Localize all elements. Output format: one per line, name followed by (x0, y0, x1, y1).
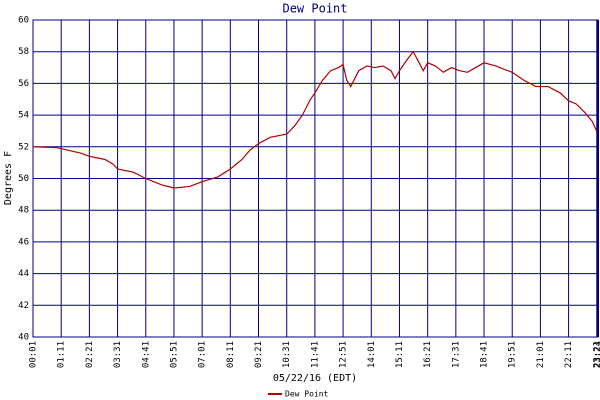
x-tick-label: 19:51 (508, 341, 518, 368)
x-tick-label: 22:11 (564, 341, 574, 368)
x-tick-label: 09:21 (254, 341, 264, 368)
x-tick-label: 04:41 (141, 341, 151, 368)
y-tick-label: 44 (18, 269, 29, 279)
x-tick-label: 15:11 (395, 341, 405, 368)
x-tick-label: 07:01 (198, 341, 208, 368)
x-tick-label: 08:11 (226, 341, 236, 368)
x-tick-label: 14:01 (367, 341, 377, 368)
y-tick-label: 54 (18, 111, 29, 121)
x-tick-label: 23:21 (592, 341, 600, 368)
x-tick-label: 21:01 (536, 341, 546, 368)
y-tick-label: 52 (18, 142, 29, 152)
data-line (32, 50, 599, 189)
legend-label: Dew Point (285, 390, 329, 399)
y-tick-label: 48 (18, 206, 29, 216)
x-tick-label: 02:21 (85, 341, 95, 368)
x-tick-label: 23:24 (594, 341, 600, 368)
x-tick-label: 17:31 (451, 341, 461, 368)
y-tick-label: 50 (18, 174, 29, 184)
y-axis-label: Degrees F (3, 151, 14, 205)
y-tick-label: 42 (18, 301, 29, 311)
y-tick-label: 60 (18, 16, 29, 26)
x-tick-label: 11:41 (310, 341, 320, 368)
chart-title: Dew Point (282, 2, 347, 16)
x-tick-label: 18:41 (480, 341, 490, 368)
x-axis-label: 05/22/16 (EDT) (273, 373, 357, 384)
y-tick-label: 46 (18, 237, 29, 247)
x-tick-label: 00:01 (29, 341, 39, 368)
x-tick-label: 10:31 (282, 341, 292, 368)
y-tick-label: 58 (18, 47, 29, 57)
x-tick-label: 12:51 (339, 341, 349, 368)
x-tick-label: 16:21 (423, 341, 433, 368)
y-tick-label: 40 (18, 333, 29, 343)
x-tick-label: 01:11 (57, 341, 67, 368)
x-tick-label: 03:31 (113, 341, 123, 368)
x-tick-label: 05:51 (169, 341, 179, 368)
y-tick-label: 56 (18, 79, 29, 89)
